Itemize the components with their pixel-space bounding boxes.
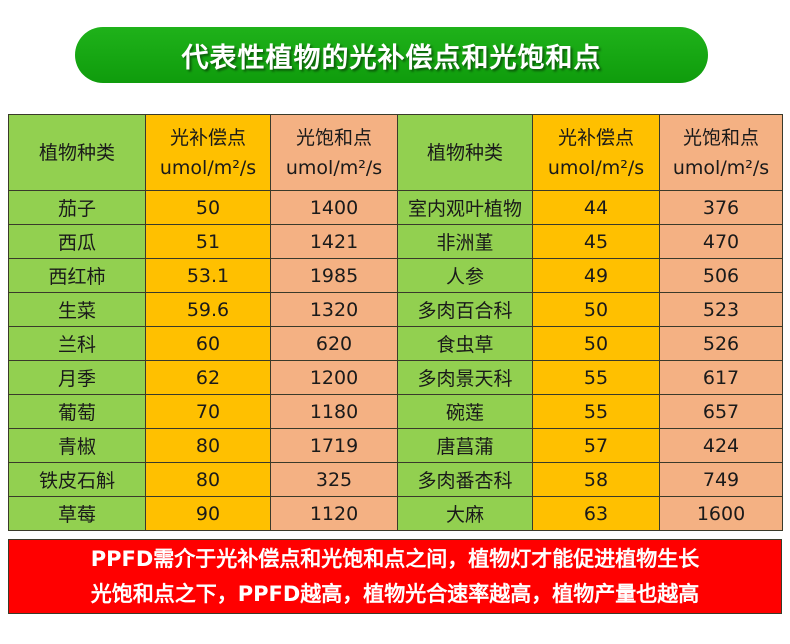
compensation-value: 55 xyxy=(532,360,660,395)
table-row: 葡萄 70 1180 碗莲 55 657 xyxy=(8,394,783,429)
saturation-value: 1421 xyxy=(270,224,398,259)
compensation-value: 49 xyxy=(532,258,660,293)
header-compensation: 光补偿点 umol/m²/s xyxy=(532,114,660,191)
saturation-value: 617 xyxy=(659,360,783,395)
header-plant: 植物种类 xyxy=(397,114,533,191)
compensation-value: 53.1 xyxy=(145,258,271,293)
compensation-value: 50 xyxy=(532,292,660,327)
plant-name: 草莓 xyxy=(8,496,146,531)
header-saturation: 光饱和点 umol/m²/s xyxy=(659,114,783,191)
table-row: 铁皮石斛 80 325 多肉番杏科 58 749 xyxy=(8,462,783,497)
plant-name: 茄子 xyxy=(8,190,146,225)
saturation-value: 657 xyxy=(659,394,783,429)
table-row: 青椒 80 1719 唐菖蒲 57 424 xyxy=(8,428,783,463)
header-saturation: 光饱和点 umol/m²/s xyxy=(270,114,398,191)
table-row: 兰科 60 620 食虫草 50 526 xyxy=(8,326,783,361)
saturation-value: 470 xyxy=(659,224,783,259)
table-row: 月季 62 1200 多肉景天科 55 617 xyxy=(8,360,783,395)
compensation-value: 57 xyxy=(532,428,660,463)
saturation-value: 325 xyxy=(270,462,398,497)
table-row: 西瓜 51 1421 非洲堇 45 470 xyxy=(8,224,783,259)
compensation-value: 50 xyxy=(145,190,271,225)
compensation-value: 55 xyxy=(532,394,660,429)
compensation-value: 63 xyxy=(532,496,660,531)
saturation-value: 1985 xyxy=(270,258,398,293)
compensation-value: 44 xyxy=(532,190,660,225)
plant-name: 食虫草 xyxy=(397,326,533,361)
plant-name: 月季 xyxy=(8,360,146,395)
saturation-value: 376 xyxy=(659,190,783,225)
plant-name: 多肉景天科 xyxy=(397,360,533,395)
saturation-value: 1200 xyxy=(270,360,398,395)
table-row: 生菜 59.6 1320 多肉百合科 50 523 xyxy=(8,292,783,327)
table-row: 草莓 90 1120 大麻 63 1600 xyxy=(8,496,783,531)
saturation-value: 1719 xyxy=(270,428,398,463)
compensation-value: 45 xyxy=(532,224,660,259)
compensation-value: 51 xyxy=(145,224,271,259)
note-line-2: 光饱和点之下，PPFD越高，植物光合速率越高，植物产量也越高 xyxy=(90,581,700,606)
table-header-row: 植物种类 光补偿点 umol/m²/s 光饱和点 umol/m²/s 植物种类 光补… xyxy=(8,114,783,191)
compensation-value: 80 xyxy=(145,428,271,463)
table-row: 茄子 50 1400 室内观叶植物 44 376 xyxy=(8,190,783,225)
saturation-value: 620 xyxy=(270,326,398,361)
saturation-value: 1180 xyxy=(270,394,398,429)
plant-name: 室内观叶植物 xyxy=(397,190,533,225)
ppfd-note: PPFD需介于光补偿点和光饱和点之间，植物灯才能促进植物生长 光饱和点之下，PP… xyxy=(8,539,782,614)
saturation-value: 523 xyxy=(659,292,783,327)
page-title: 代表性植物的光补偿点和光饱和点 xyxy=(181,42,602,74)
plant-name: 青椒 xyxy=(8,428,146,463)
plant-name: 生菜 xyxy=(8,292,146,327)
plant-name: 铁皮石斛 xyxy=(8,462,146,497)
compensation-value: 80 xyxy=(145,462,271,497)
saturation-value: 1400 xyxy=(270,190,398,225)
plant-name: 西红柿 xyxy=(8,258,146,293)
plant-name: 葡萄 xyxy=(8,394,146,429)
saturation-value: 1320 xyxy=(270,292,398,327)
saturation-value: 1600 xyxy=(659,496,783,531)
plant-name: 西瓜 xyxy=(8,224,146,259)
compensation-value: 50 xyxy=(532,326,660,361)
saturation-value: 1120 xyxy=(270,496,398,531)
plant-name: 多肉番杏科 xyxy=(397,462,533,497)
saturation-value: 424 xyxy=(659,428,783,463)
compensation-value: 90 xyxy=(145,496,271,531)
compensation-value: 70 xyxy=(145,394,271,429)
header-compensation: 光补偿点 umol/m²/s xyxy=(145,114,271,191)
note-line-1: PPFD需介于光补偿点和光饱和点之间，植物灯才能促进植物生长 xyxy=(90,546,700,571)
plant-name: 多肉百合科 xyxy=(397,292,533,327)
table-row: 西红柿 53.1 1985 人参 49 506 xyxy=(8,258,783,293)
header-plant: 植物种类 xyxy=(8,114,146,191)
plant-name: 兰科 xyxy=(8,326,146,361)
plant-name: 唐菖蒲 xyxy=(397,428,533,463)
plant-name: 人参 xyxy=(397,258,533,293)
saturation-value: 506 xyxy=(659,258,783,293)
saturation-value: 526 xyxy=(659,326,783,361)
light-point-table: 植物种类 光补偿点 umol/m²/s 光饱和点 umol/m²/s 植物种类 光补… xyxy=(8,114,783,531)
compensation-value: 60 xyxy=(145,326,271,361)
plant-name: 碗莲 xyxy=(397,394,533,429)
title-banner: 代表性植物的光补偿点和光饱和点 xyxy=(75,27,708,83)
compensation-value: 58 xyxy=(532,462,660,497)
compensation-value: 59.6 xyxy=(145,292,271,327)
plant-name: 非洲堇 xyxy=(397,224,533,259)
saturation-value: 749 xyxy=(659,462,783,497)
compensation-value: 62 xyxy=(145,360,271,395)
plant-name: 大麻 xyxy=(397,496,533,531)
